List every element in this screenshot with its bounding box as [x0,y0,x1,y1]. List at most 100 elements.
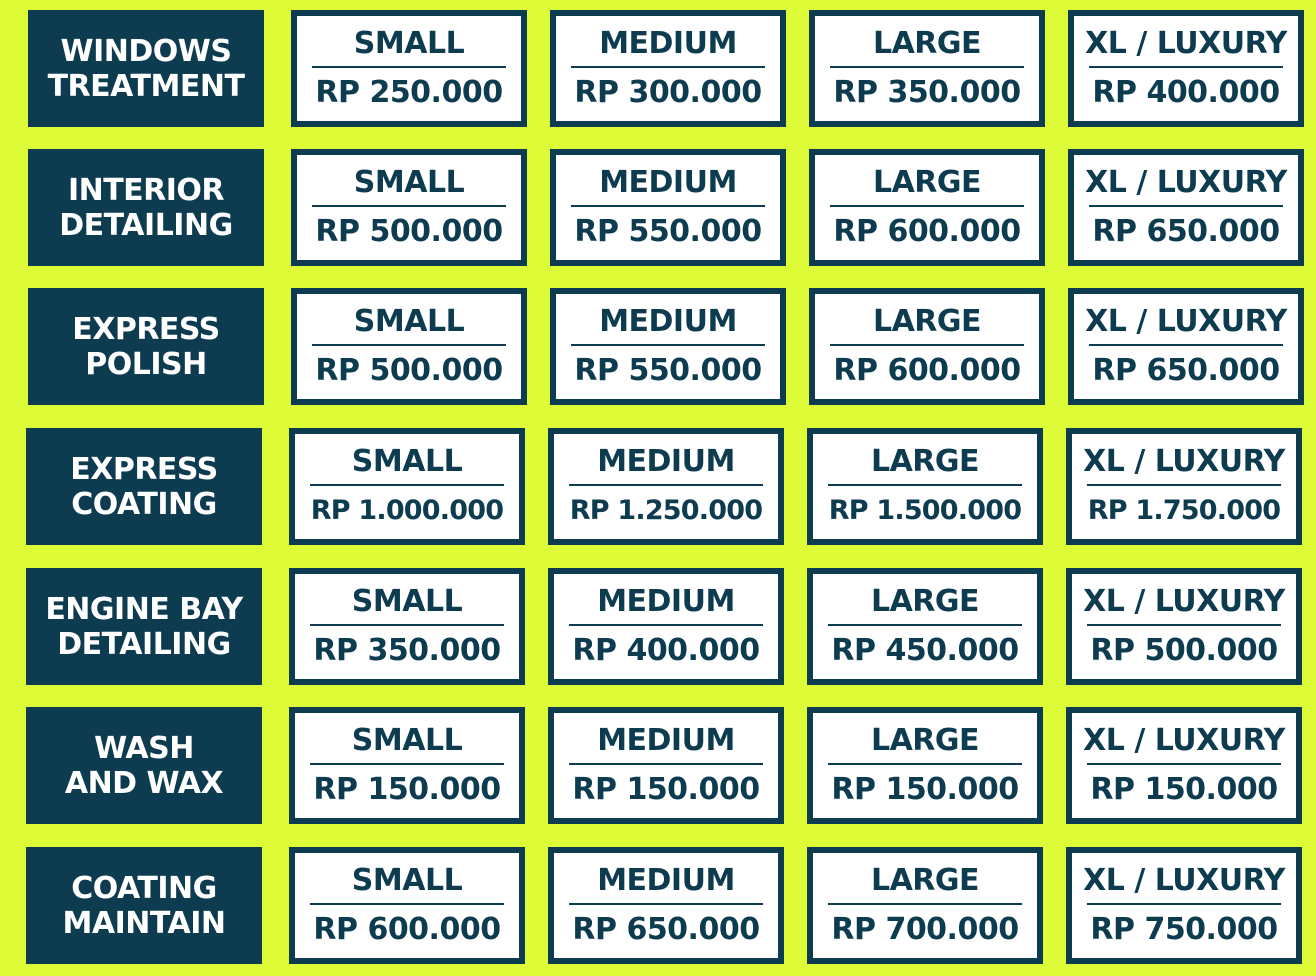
card-divider [830,66,1024,68]
price-card-large: LARGE RP 150.000 [807,707,1043,824]
price-value: RP 550.000 [574,214,762,249]
price-card-xl-luxury: XL / LUXURY RP 1.750.000 [1066,428,1302,545]
card-divider [571,205,765,207]
price-card-medium: MEDIUM RP 550.000 [550,149,786,266]
price-value: RP 650.000 [572,912,760,947]
price-value: RP 350.000 [313,633,501,668]
size-label: LARGE [872,26,982,61]
price-value: RP 600.000 [833,353,1021,388]
size-label: SMALL [351,723,463,758]
size-label: MEDIUM [597,584,735,619]
service-name-box: WASH AND WAX [26,707,262,824]
price-card-large: LARGE RP 450.000 [807,568,1043,685]
card-divider [1087,484,1281,486]
service-name-box: INTERIOR DETAILING [28,149,264,266]
size-label: MEDIUM [599,26,737,61]
price-value: RP 650.000 [1092,353,1280,388]
price-value: RP 500.000 [315,353,503,388]
card-divider [571,344,765,346]
size-label: LARGE [870,444,980,479]
size-label: SMALL [353,165,465,200]
price-card-large: LARGE RP 600.000 [809,149,1045,266]
price-card-medium: MEDIUM RP 650.000 [548,847,784,964]
size-label: XL / LUXURY [1085,26,1287,61]
service-name: WINDOWS TREATMENT [47,33,245,104]
size-label: LARGE [870,863,980,898]
price-card-large: LARGE RP 600.000 [809,288,1045,405]
size-label: LARGE [872,304,982,339]
price-value: RP 500.000 [315,214,503,249]
card-divider [828,624,1022,626]
size-label: MEDIUM [597,444,735,479]
price-card-xl-luxury: XL / LUXURY RP 650.000 [1068,149,1304,266]
service-row-express-coating: EXPRESS COATING SMALL RP 1.000.000 MEDIUM… [26,428,1302,545]
size-label: MEDIUM [597,863,735,898]
size-label: LARGE [870,723,980,758]
card-divider [1089,66,1283,68]
card-divider [312,205,506,207]
price-card-medium: MEDIUM RP 1.250.000 [548,428,784,545]
price-value: RP 650.000 [1092,214,1280,249]
price-card-xl-luxury: XL / LUXURY RP 500.000 [1066,568,1302,685]
card-divider [569,624,763,626]
price-value: RP 350.000 [833,75,1021,110]
price-value: RP 600.000 [833,214,1021,249]
price-value: RP 600.000 [313,912,501,947]
price-card-medium: MEDIUM RP 400.000 [548,568,784,685]
price-value: RP 250.000 [315,75,503,110]
price-card-small: SMALL RP 350.000 [289,568,525,685]
price-value: RP 150.000 [1090,772,1278,807]
size-label: XL / LUXURY [1085,304,1287,339]
price-value: RP 700.000 [831,912,1019,947]
card-divider [312,344,506,346]
price-value: RP 400.000 [1092,75,1280,110]
card-divider [310,763,504,765]
price-card-small: SMALL RP 1.000.000 [289,428,525,545]
service-row-interior-detailing: INTERIOR DETAILING SMALL RP 500.000 MEDIU… [28,149,1304,266]
size-label: MEDIUM [599,304,737,339]
card-divider [571,66,765,68]
card-divider [310,484,504,486]
size-label: SMALL [353,26,465,61]
service-name: COATING MAINTAIN [62,870,226,941]
card-divider [828,763,1022,765]
price-value: RP 150.000 [572,772,760,807]
price-card-medium: MEDIUM RP 150.000 [548,707,784,824]
card-divider [569,484,763,486]
size-label: SMALL [351,444,463,479]
price-card-small: SMALL RP 250.000 [291,10,527,127]
price-card-small: SMALL RP 500.000 [291,149,527,266]
card-divider [310,903,504,905]
price-card-small: SMALL RP 500.000 [291,288,527,405]
card-divider [1089,205,1283,207]
price-card-xl-luxury: XL / LUXURY RP 150.000 [1066,707,1302,824]
size-label: SMALL [351,863,463,898]
service-name-box: WINDOWS TREATMENT [28,10,264,127]
card-divider [828,903,1022,905]
card-divider [1089,344,1283,346]
service-row-engine-bay-detailing: ENGINE BAY DETAILING SMALL RP 350.000 MED… [26,568,1302,685]
size-label: MEDIUM [597,723,735,758]
price-card-large: LARGE RP 1.500.000 [807,428,1043,545]
price-value: RP 1.750.000 [1087,495,1281,526]
price-card-large: LARGE RP 350.000 [809,10,1045,127]
service-name: WASH AND WAX [64,730,224,801]
price-value: RP 750.000 [1090,912,1278,947]
size-label: XL / LUXURY [1085,165,1287,200]
price-value: RP 1.500.000 [828,495,1022,526]
service-name: ENGINE BAY DETAILING [45,591,243,662]
service-name: EXPRESS POLISH [72,311,220,382]
service-name-box: EXPRESS POLISH [28,288,264,405]
price-value: RP 150.000 [831,772,1019,807]
size-label: LARGE [872,165,982,200]
size-label: SMALL [351,584,463,619]
service-row-wash-and-wax: WASH AND WAX SMALL RP 150.000 MEDIUM RP 15… [26,707,1302,824]
size-label: SMALL [353,304,465,339]
price-value: RP 1.250.000 [569,495,763,526]
service-row-coating-maintain: COATING MAINTAIN SMALL RP 600.000 MEDIUM R… [26,847,1302,964]
card-divider [1087,903,1281,905]
card-divider [312,66,506,68]
size-label: LARGE [870,584,980,619]
size-label: MEDIUM [599,165,737,200]
size-label: XL / LUXURY [1083,444,1285,479]
